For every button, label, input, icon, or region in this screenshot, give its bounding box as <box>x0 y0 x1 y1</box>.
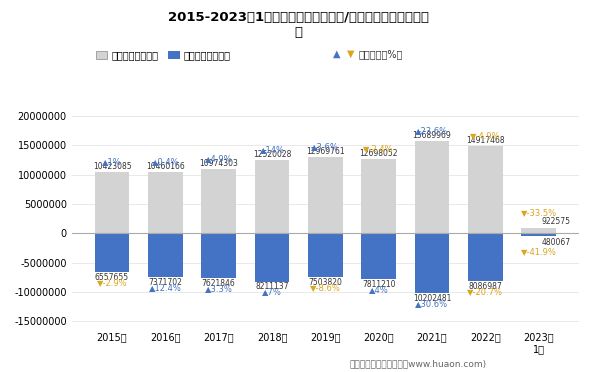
Text: 10974303: 10974303 <box>199 159 238 168</box>
Text: 10423085: 10423085 <box>93 162 131 171</box>
Text: 10460166: 10460166 <box>146 162 184 171</box>
Text: 922575: 922575 <box>541 217 570 226</box>
Bar <box>308 233 343 278</box>
Text: 480067: 480067 <box>541 238 571 247</box>
Bar <box>521 228 556 233</box>
Legend: 出口额（万美元）, 进口额（万美元）: 出口额（万美元）, 进口额（万美元） <box>92 46 235 64</box>
Text: ▲4%: ▲4% <box>369 285 389 294</box>
Bar <box>255 233 290 282</box>
Text: 2015-2023年1月东莞市（境内目的地/货源地）进、出口额统
计: 2015-2023年1月东莞市（境内目的地/货源地）进、出口额统 计 <box>168 11 429 39</box>
Text: ▲12.4%: ▲12.4% <box>149 283 182 292</box>
Text: 12698052: 12698052 <box>359 149 398 158</box>
Bar <box>201 233 236 278</box>
Bar <box>361 159 396 233</box>
Text: ▼-4.9%: ▼-4.9% <box>470 131 501 140</box>
Bar <box>521 233 556 236</box>
Text: ▲0.4%: ▲0.4% <box>152 157 179 166</box>
Text: ▼-41.9%: ▼-41.9% <box>521 247 556 256</box>
Bar <box>308 157 343 233</box>
Text: 同比增长（%）: 同比增长（%） <box>358 49 403 59</box>
Text: ▲23.6%: ▲23.6% <box>416 126 448 135</box>
Text: 制图：华经产业研究院（www.huaon.com): 制图：华经产业研究院（www.huaon.com) <box>349 359 487 368</box>
Bar <box>415 233 450 293</box>
Text: 15689969: 15689969 <box>413 131 451 140</box>
Text: 14917468: 14917468 <box>466 136 504 145</box>
Text: ▲: ▲ <box>333 49 340 59</box>
Text: 7371702: 7371702 <box>149 278 182 286</box>
Text: ▼-33.5%: ▼-33.5% <box>521 208 557 217</box>
Bar <box>201 169 236 233</box>
Text: ▲4.9%: ▲4.9% <box>205 154 232 163</box>
Bar <box>468 146 503 233</box>
Text: 12520028: 12520028 <box>253 150 291 159</box>
Bar <box>95 172 130 233</box>
Text: 7503820: 7503820 <box>309 278 342 287</box>
Text: ▲3.3%: ▲3.3% <box>205 284 233 293</box>
Text: 6557655: 6557655 <box>95 273 129 282</box>
Text: 10202481: 10202481 <box>413 294 451 303</box>
Text: ▼-20.7%: ▼-20.7% <box>467 287 503 296</box>
Bar <box>415 141 450 233</box>
Text: ▼-2.9%: ▼-2.9% <box>97 278 127 287</box>
Text: ▲1%: ▲1% <box>102 157 122 166</box>
Text: 8211137: 8211137 <box>256 282 289 292</box>
Text: ▼-2.4%: ▼-2.4% <box>364 144 394 153</box>
Text: 7621846: 7621846 <box>202 279 236 288</box>
Text: 7811210: 7811210 <box>362 280 395 289</box>
Text: 8086987: 8086987 <box>469 282 502 291</box>
Text: ▲14%: ▲14% <box>260 145 285 154</box>
Text: 12969761: 12969761 <box>306 147 344 156</box>
Text: ▲7%: ▲7% <box>262 288 282 296</box>
Bar <box>468 233 503 281</box>
Bar <box>148 233 183 277</box>
Text: ▲30.6%: ▲30.6% <box>416 299 448 308</box>
Bar <box>95 233 130 272</box>
Text: ▼: ▼ <box>347 49 355 59</box>
Bar <box>361 233 396 279</box>
Text: ▼-8.6%: ▼-8.6% <box>310 283 341 292</box>
Text: ▲3.6%: ▲3.6% <box>312 142 339 151</box>
Bar <box>255 160 290 233</box>
Bar <box>148 172 183 233</box>
